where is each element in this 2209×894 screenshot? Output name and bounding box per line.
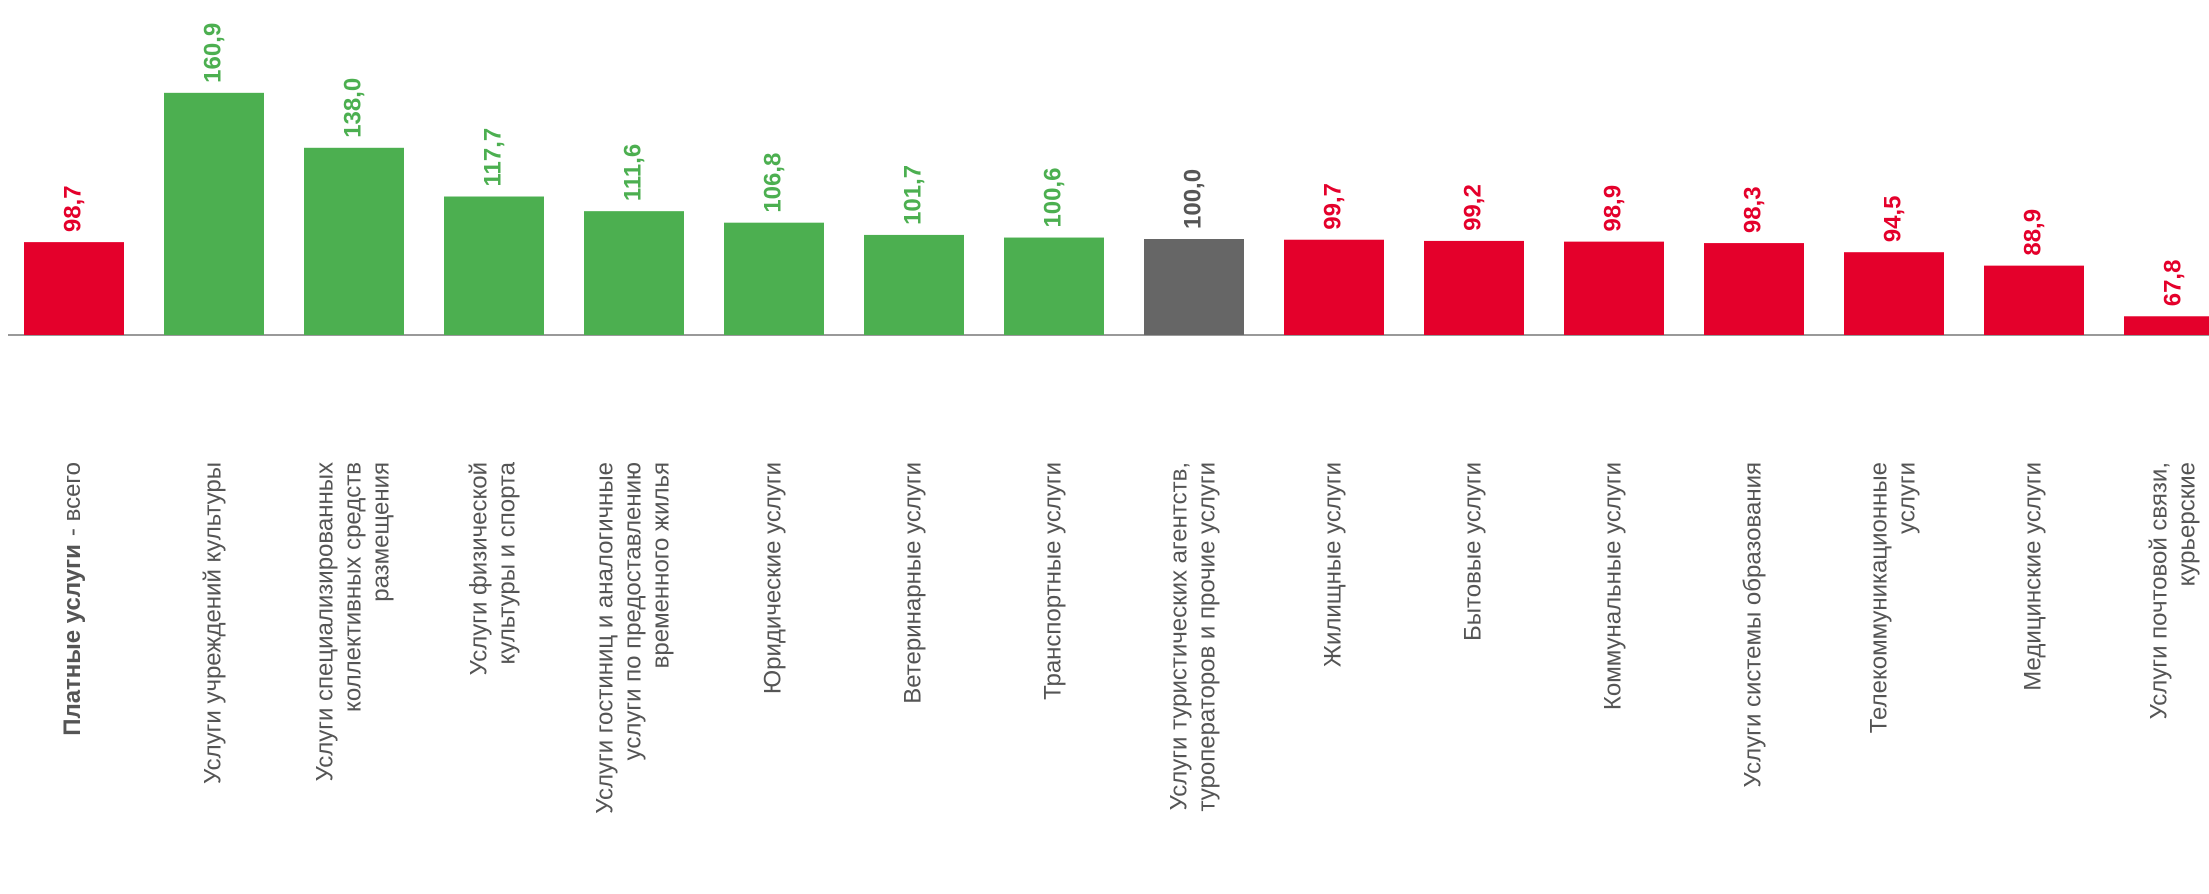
value-label: 138,0 — [339, 78, 366, 138]
x-tick-label-bold: Платные услуги — [59, 544, 86, 736]
bar — [584, 211, 684, 335]
x-tick-label: туроператоров и прочие услуги — [1193, 462, 1220, 811]
bar — [1424, 241, 1524, 335]
bar — [444, 197, 544, 335]
x-tick-label: Услуги почтовой связи, — [2145, 462, 2172, 719]
x-tick-label: культуры и спорта — [493, 461, 520, 664]
value-label: 98,3 — [1739, 186, 1766, 233]
bar — [1984, 266, 2084, 335]
x-tick-label: Услуги физической — [465, 462, 492, 675]
bar — [24, 242, 124, 335]
x-tick-label: Услуги специализированных — [311, 462, 338, 781]
bar — [2124, 316, 2209, 335]
chart: 98,7 Платные услуги - всего 160,9 Услуги учр… — [0, 0, 2209, 894]
x-tick-label-rest: - всего — [59, 462, 86, 536]
value-label: 98,9 — [1599, 185, 1626, 232]
value-label: 101,7 — [899, 165, 926, 225]
value-label: 99,7 — [1319, 183, 1346, 230]
value-label: 67,8 — [2159, 260, 2186, 307]
value-label: 88,9 — [2019, 209, 2046, 256]
x-tick-label: Транспортные услуги — [1039, 462, 1066, 700]
x-tick-label: Платные услуги - всего — [59, 462, 86, 736]
x-tick-label: коллективных средств — [339, 462, 366, 712]
bar — [164, 93, 264, 335]
x-tick-label: Ветеринарные услуги — [899, 462, 926, 704]
bar — [304, 148, 404, 335]
value-label: 100,6 — [1039, 167, 1066, 227]
value-label: 106,8 — [759, 153, 786, 213]
x-tick-label: услуги по предоставлению — [619, 462, 646, 760]
x-tick-label: Услуги туристических агентств, — [1165, 462, 1192, 810]
x-tick-label: размещения — [367, 462, 394, 602]
bar — [1284, 240, 1384, 335]
bar — [1004, 238, 1104, 335]
page: 98,7 Платные услуги - всего 160,9 Услуги учр… — [0, 0, 2209, 894]
bar — [1704, 243, 1804, 335]
value-label: 111,6 — [619, 144, 646, 201]
x-tick-label: Услуги учреждений культуры — [199, 462, 226, 784]
bar — [724, 223, 824, 335]
x-tick-label: Услуги гостиниц и аналогичные — [591, 462, 618, 814]
x-tick-label: Жилищные услуги — [1319, 462, 1346, 667]
bar — [1144, 239, 1244, 335]
value-label: 160,9 — [199, 23, 226, 83]
value-label: 100,0 — [1179, 169, 1206, 229]
bar — [864, 235, 964, 335]
value-label: 94,5 — [1879, 195, 1906, 242]
value-label: 117,7 — [479, 128, 506, 187]
bar — [1844, 252, 1944, 335]
x-tick-label: Телекоммуникационные — [1865, 462, 1892, 733]
x-tick-label: Медицинские услуги — [2019, 462, 2046, 691]
x-tick-label: Коммунальные услуги — [1599, 462, 1626, 710]
x-tick-label: курьерские — [2173, 462, 2200, 586]
x-tick-label: услуги — [1893, 462, 1920, 534]
x-tick-label: Услуги системы образования — [1739, 462, 1766, 787]
bar — [1564, 242, 1664, 335]
x-tick-label: Бытовые услуги — [1459, 462, 1486, 641]
x-tick-label: временного жилья — [647, 462, 674, 668]
value-label: 98,7 — [59, 185, 86, 232]
x-tick-label: Юридические услуги — [759, 462, 786, 694]
value-label: 99,2 — [1459, 184, 1486, 231]
